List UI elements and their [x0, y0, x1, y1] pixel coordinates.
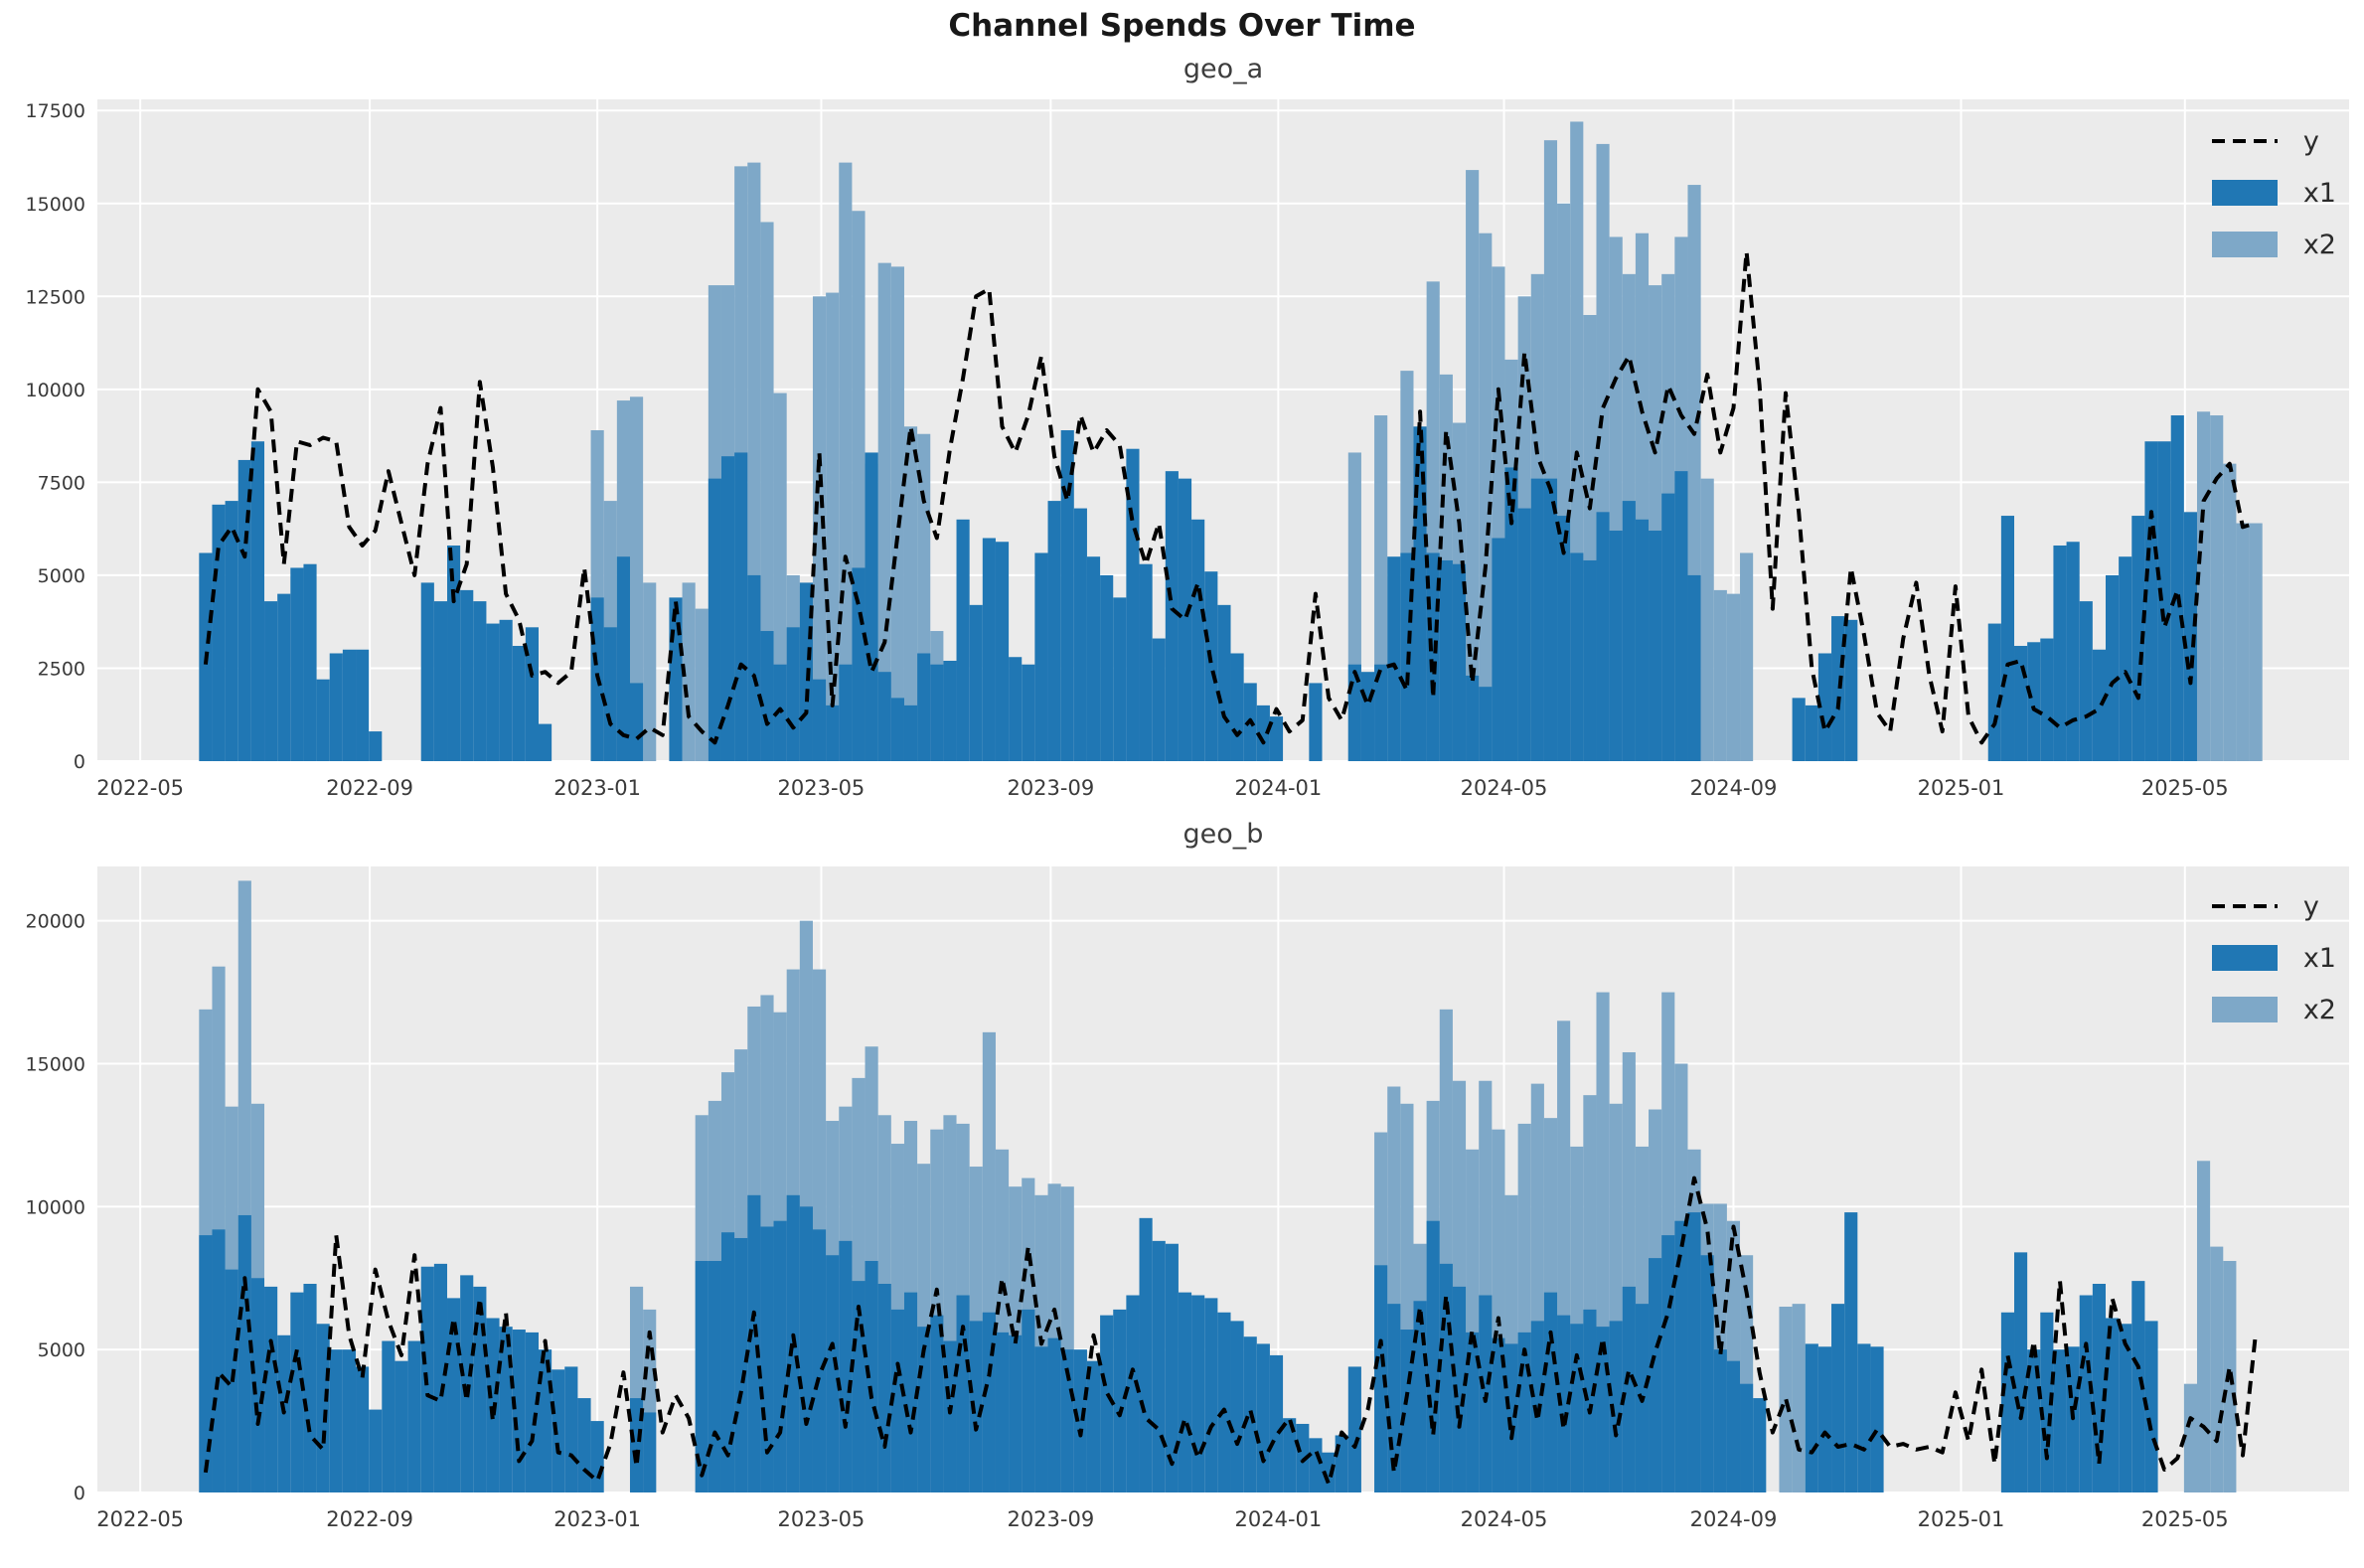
figure-title: Channel Spends Over Time: [948, 8, 1416, 44]
x-tick-label: 2025-01: [1918, 776, 2005, 800]
legend-label-y: y: [2302, 125, 2319, 157]
y-tick-label: 7500: [38, 472, 85, 494]
y-tick-label: 10000: [26, 1196, 85, 1218]
y-tick-label: 20000: [26, 911, 85, 933]
x-tick-label: 2023-05: [778, 1507, 866, 1531]
x-tick-label: 2022-05: [96, 1507, 184, 1531]
x2-swatch-icon: [2211, 232, 2278, 257]
x-tick-label: 2025-05: [2141, 1507, 2229, 1531]
x-tick-label: 2024-05: [1461, 1507, 1548, 1531]
legend-label-x2: x2: [2302, 994, 2336, 1025]
x-tick-label: 2023-05: [778, 776, 866, 800]
y-tick-label: 0: [74, 751, 85, 773]
legend-item-x1: x1: [2211, 940, 2336, 976]
legend-item-x2: x2: [2211, 992, 2336, 1027]
y-tick-label: 2500: [38, 658, 85, 680]
y-dashed-line-icon: [2211, 139, 2278, 143]
x1-swatch-icon: [2211, 180, 2278, 206]
x1-bars-group: [199, 415, 2197, 761]
y-dashed-line: [203, 249, 2257, 745]
legend-item-x1: x1: [2211, 175, 2336, 211]
x-tick-label: 2023-09: [1007, 776, 1094, 800]
x-tick-label: 2022-05: [96, 776, 184, 800]
x-tick-label: 2024-01: [1235, 1507, 1323, 1531]
y-axis-labels: 0 5000 10000 15000 20000: [26, 911, 85, 1504]
y-dashed-line: [203, 1176, 2259, 1487]
legend-geo-b: y x1 x2: [2211, 888, 2336, 1027]
y-tick-label: 5000: [38, 1339, 85, 1361]
legend-geo-a: y x1 x2: [2211, 123, 2336, 262]
y-tick-label: 17500: [26, 100, 85, 122]
legend-label-x1: x1: [2302, 942, 2336, 974]
x-tick-label: 2025-01: [1918, 1507, 2005, 1531]
legend-label-y: y: [2302, 890, 2319, 922]
legend-label-x2: x2: [2302, 229, 2336, 260]
chart-geo_a: 0 2500 5000 7500 10000 12500 15000 17500 2022-05…: [26, 99, 2349, 800]
x-tick-label: 2022-09: [326, 776, 413, 800]
x-tick-label: 2023-09: [1007, 1507, 1094, 1531]
x-tick-label: 2024-05: [1461, 776, 1548, 800]
chart-geo_b: 0 5000 10000 15000 20000 2022-05 2022-09 2023-0…: [26, 866, 2349, 1531]
legend-item-y: y: [2211, 888, 2319, 924]
x-tick-label: 2024-01: [1235, 776, 1323, 800]
subplot-title-geo-a: geo_a: [1182, 54, 1264, 84]
y-tick-label: 0: [74, 1483, 85, 1504]
y-dashed-line-icon: [2211, 904, 2278, 908]
x-axis-labels: 2022-05 2022-09 2023-01 2023-05 2023-09 2024-…: [96, 776, 2228, 800]
x-tick-label: 2024-09: [1690, 1507, 1778, 1531]
x-tick-label: 2025-05: [2141, 776, 2229, 800]
y-tick-label: 5000: [38, 565, 85, 587]
x-tick-label: 2022-09: [326, 1507, 413, 1531]
x-tick-label: 2023-01: [553, 776, 641, 800]
y-tick-label: 12500: [26, 286, 85, 308]
y-tick-label: 15000: [26, 194, 85, 216]
x-axis-labels: 2022-05 2022-09 2023-01 2023-05 2023-09 2024-…: [96, 1507, 2228, 1531]
legend-label-x1: x1: [2302, 177, 2336, 209]
subplot-title-geo-b: geo_b: [1182, 819, 1264, 850]
y-tick-label: 10000: [26, 380, 85, 401]
x-tick-label: 2024-09: [1690, 776, 1778, 800]
x-tick-label: 2023-01: [553, 1507, 641, 1531]
legend-item-x2: x2: [2211, 227, 2336, 262]
x2-swatch-icon: [2211, 997, 2278, 1022]
y-tick-label: 15000: [26, 1053, 85, 1075]
legend-item-y: y: [2211, 123, 2319, 159]
y-axis-labels: 0 2500 5000 7500 10000 12500 15000 17500: [26, 100, 85, 773]
x1-swatch-icon: [2211, 945, 2278, 971]
